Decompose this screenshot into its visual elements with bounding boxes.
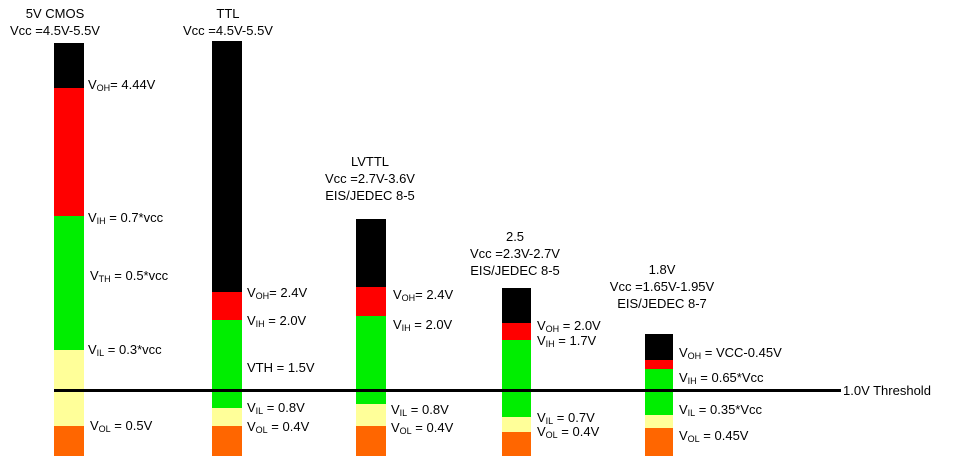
- v25-vil-label: VIL = 0.7V: [537, 410, 595, 426]
- v25-header: 2.5 Vcc =2.3V-2.7V EIS/JEDEC 8-5: [470, 228, 560, 279]
- lvttl-input-low-band: [356, 404, 386, 426]
- lvttl-vol-label: VOL = 0.4V: [391, 420, 454, 436]
- v25-undefined-band: [502, 323, 531, 340]
- v25-input-low-band: [502, 417, 531, 432]
- cmos-header: 5V CMOS Vcc =4.5V-5.5V: [10, 5, 100, 39]
- ttl-vcc: Vcc =4.5V-5.5V: [183, 23, 273, 38]
- cmos-input-low-band: [54, 350, 84, 426]
- cmos-output-low-band: [54, 426, 84, 456]
- cmos-vil-label: VIL = 0.3*vcc: [88, 342, 162, 358]
- v18-header: 1.8V Vcc =1.65V-1.95V EIS/JEDEC 8-7: [610, 261, 714, 312]
- cmos-vol-label: VOL = 0.5V: [90, 418, 153, 434]
- v18-vcc: Vcc =1.65V-1.95V: [609, 279, 715, 294]
- v18-voh-label: VOH = VCC-0.45V: [679, 345, 782, 361]
- ttl-output-low-band: [212, 426, 242, 456]
- v18-undefined-band: [645, 360, 673, 369]
- lvttl-vih-label: VIH = 2.0V: [393, 317, 453, 333]
- cmos-title: 5V CMOS: [25, 6, 85, 21]
- v25-title: 2.5: [505, 229, 525, 244]
- ttl-vol-label: VOL = 0.4V: [247, 419, 310, 435]
- lvttl-header: LVTTL Vcc =2.7V-3.6V EIS/JEDEC 8-5: [325, 153, 415, 204]
- v25-output-low-band: [502, 432, 531, 456]
- v18-standard: EIS/JEDEC 8-7: [617, 296, 707, 311]
- cmos-voh-label: VOH= 4.44V: [88, 77, 156, 93]
- cmos-output-high-band: [54, 43, 84, 88]
- lvttl-undefined-band: [356, 287, 386, 316]
- ttl-input-low-band: [212, 408, 242, 426]
- cmos-undefined-band: [54, 88, 84, 216]
- v25-input-high-band: [502, 340, 531, 417]
- v18-vol-label: VOL = 0.45V: [679, 428, 749, 444]
- lvttl-output-high-band: [356, 219, 386, 287]
- threshold-line: [54, 389, 841, 392]
- v25-output-high-band: [502, 288, 531, 323]
- v25-standard: EIS/JEDEC 8-5: [470, 263, 560, 278]
- v18-output-high-band: [645, 334, 673, 360]
- lvttl-output-low-band: [356, 426, 386, 456]
- ttl-output-high-band: [212, 41, 242, 292]
- v18-output-low-band: [645, 428, 673, 456]
- ttl-vil-label: VIL = 0.8V: [247, 400, 305, 416]
- v18-input-low-band: [645, 415, 673, 428]
- v25-vcc: Vcc =2.3V-2.7V: [470, 246, 560, 261]
- v18-title: 1.8V: [648, 262, 676, 277]
- lvttl-title: LVTTL: [350, 154, 390, 169]
- lvttl-standard: EIS/JEDEC 8-5: [325, 188, 415, 203]
- v18-vil-label: VIL = 0.35*Vcc: [679, 402, 763, 418]
- lvttl-vil-label: VIL = 0.8V: [391, 402, 449, 418]
- ttl-vih-label: VIH = 2.0V: [247, 313, 307, 329]
- ttl-undefined-band: [212, 292, 242, 320]
- ttl-vth-label: VTH = 1.5V: [247, 360, 315, 375]
- v25-voh-label: VOH = 2.0V: [537, 318, 601, 334]
- ttl-header: TTL Vcc =4.5V-5.5V: [183, 5, 273, 39]
- lvttl-voh-label: VOH= 2.4V: [393, 287, 454, 303]
- cmos-vih-label: VIH = 0.7*vcc: [88, 210, 164, 226]
- v25-vol-label: VOL = 0.4V: [537, 424, 600, 440]
- lvttl-vcc: Vcc =2.7V-3.6V: [325, 171, 415, 186]
- cmos-input-high-band: [54, 216, 84, 350]
- threshold-label: 1.0V Threshold: [843, 383, 931, 398]
- ttl-title: TTL: [216, 6, 240, 21]
- ttl-voh-label: VOH= 2.4V: [247, 285, 308, 301]
- v25-vih-label: VIH = 1.7V: [537, 333, 597, 349]
- cmos-vcc: Vcc =4.5V-5.5V: [10, 23, 100, 38]
- ttl-input-high-band: [212, 320, 242, 408]
- cmos-vth-label: VTH = 0.5*vcc: [90, 268, 169, 284]
- v18-vih-label: VIH = 0.65*Vcc: [679, 370, 764, 386]
- v18-input-high-band: [645, 369, 673, 415]
